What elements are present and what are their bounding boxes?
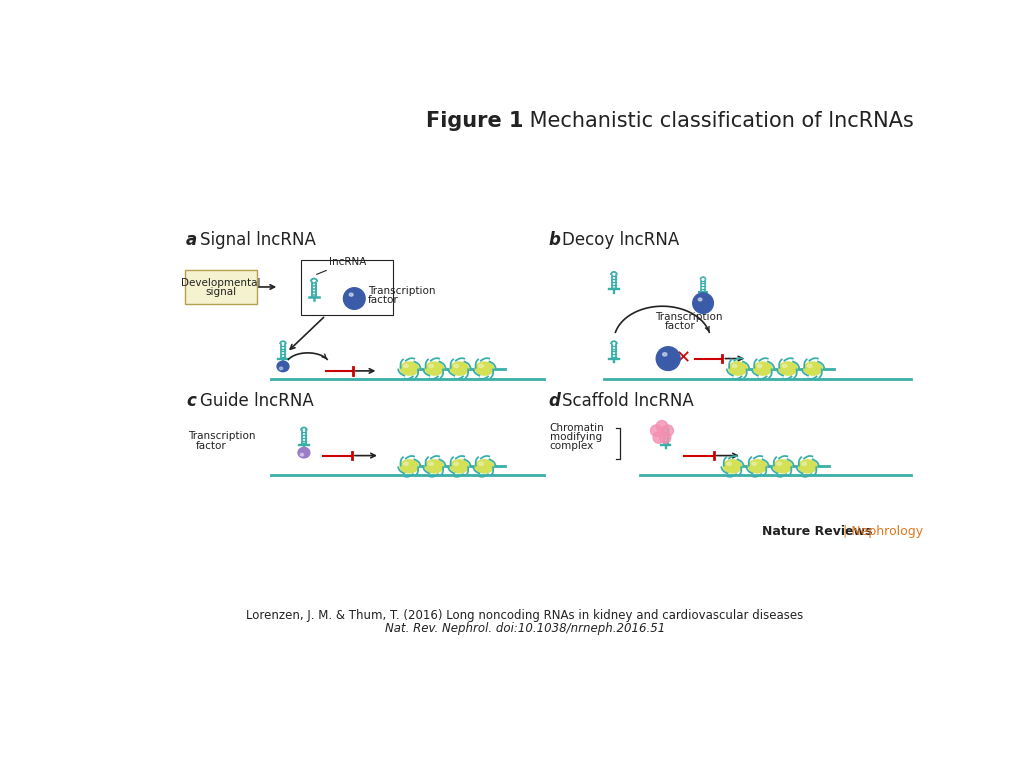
Ellipse shape: [752, 462, 757, 465]
Ellipse shape: [298, 448, 310, 458]
Ellipse shape: [429, 364, 433, 368]
Circle shape: [653, 432, 665, 443]
Ellipse shape: [278, 361, 289, 372]
Ellipse shape: [723, 460, 741, 473]
Text: Nat. Rev. Nephrol. doi:10.1038/nrneph.2016.51: Nat. Rev. Nephrol. doi:10.1038/nrneph.20…: [385, 621, 665, 634]
Text: Lorenzen, J. M. & Thum, T. (2016) Long noncoding RNAs in kidney and cardiovascul: Lorenzen, J. M. & Thum, T. (2016) Long n…: [246, 609, 804, 622]
Circle shape: [662, 425, 674, 436]
Ellipse shape: [451, 460, 469, 473]
Text: modifying: modifying: [550, 432, 602, 442]
Text: Transcription: Transcription: [369, 286, 436, 296]
Text: ✕: ✕: [676, 349, 691, 368]
Ellipse shape: [403, 462, 409, 465]
Ellipse shape: [454, 364, 459, 368]
Ellipse shape: [454, 462, 459, 465]
Ellipse shape: [802, 462, 807, 465]
Text: d: d: [548, 392, 560, 410]
Text: signal: signal: [206, 287, 237, 297]
Text: | Nephrology: | Nephrology: [840, 525, 924, 538]
Text: Mechanistic classification of lncRNAs: Mechanistic classification of lncRNAs: [523, 111, 914, 131]
Ellipse shape: [349, 293, 353, 296]
Ellipse shape: [479, 462, 483, 465]
Text: Decoy lncRNA: Decoy lncRNA: [562, 230, 679, 249]
Ellipse shape: [804, 362, 822, 375]
Ellipse shape: [749, 460, 767, 473]
Ellipse shape: [479, 364, 483, 368]
Text: factor: factor: [665, 321, 695, 331]
Text: Signal lncRNA: Signal lncRNA: [200, 230, 316, 249]
Ellipse shape: [799, 460, 817, 473]
Ellipse shape: [425, 460, 443, 473]
Ellipse shape: [451, 362, 469, 375]
Ellipse shape: [729, 362, 748, 375]
Ellipse shape: [403, 364, 409, 368]
Ellipse shape: [782, 364, 787, 368]
Text: Nature Reviews: Nature Reviews: [762, 525, 872, 538]
Ellipse shape: [400, 460, 419, 473]
Ellipse shape: [425, 362, 443, 375]
Circle shape: [343, 288, 366, 310]
Text: Transcription: Transcription: [655, 312, 723, 322]
Ellipse shape: [727, 462, 731, 465]
Text: complex: complex: [550, 442, 594, 452]
Circle shape: [659, 432, 671, 443]
Text: Chromatin: Chromatin: [550, 423, 604, 433]
Text: Guide lncRNA: Guide lncRNA: [200, 392, 313, 410]
Ellipse shape: [663, 353, 667, 356]
Circle shape: [656, 346, 680, 370]
Circle shape: [656, 421, 668, 432]
Ellipse shape: [280, 367, 283, 369]
Circle shape: [650, 425, 662, 436]
Text: Scaffold lncRNA: Scaffold lncRNA: [562, 392, 693, 410]
Ellipse shape: [754, 362, 772, 375]
Ellipse shape: [698, 298, 701, 301]
Text: lncRNA: lncRNA: [316, 257, 367, 274]
Ellipse shape: [773, 460, 792, 473]
Ellipse shape: [475, 460, 494, 473]
Ellipse shape: [777, 462, 781, 465]
FancyBboxPatch shape: [184, 270, 257, 304]
Ellipse shape: [779, 362, 798, 375]
Text: c: c: [186, 392, 196, 410]
Ellipse shape: [758, 364, 762, 368]
Text: a: a: [186, 230, 198, 249]
Circle shape: [693, 293, 714, 313]
Text: Transcription: Transcription: [187, 432, 255, 442]
Text: Figure 1: Figure 1: [426, 111, 523, 131]
Text: factor: factor: [369, 295, 399, 305]
Ellipse shape: [732, 364, 737, 368]
Text: Developmental: Developmental: [181, 278, 261, 288]
Ellipse shape: [429, 462, 433, 465]
Ellipse shape: [400, 362, 419, 375]
Ellipse shape: [475, 362, 494, 375]
Ellipse shape: [300, 453, 303, 456]
Text: factor: factor: [196, 441, 226, 451]
Ellipse shape: [807, 364, 812, 368]
Text: b: b: [548, 230, 560, 249]
